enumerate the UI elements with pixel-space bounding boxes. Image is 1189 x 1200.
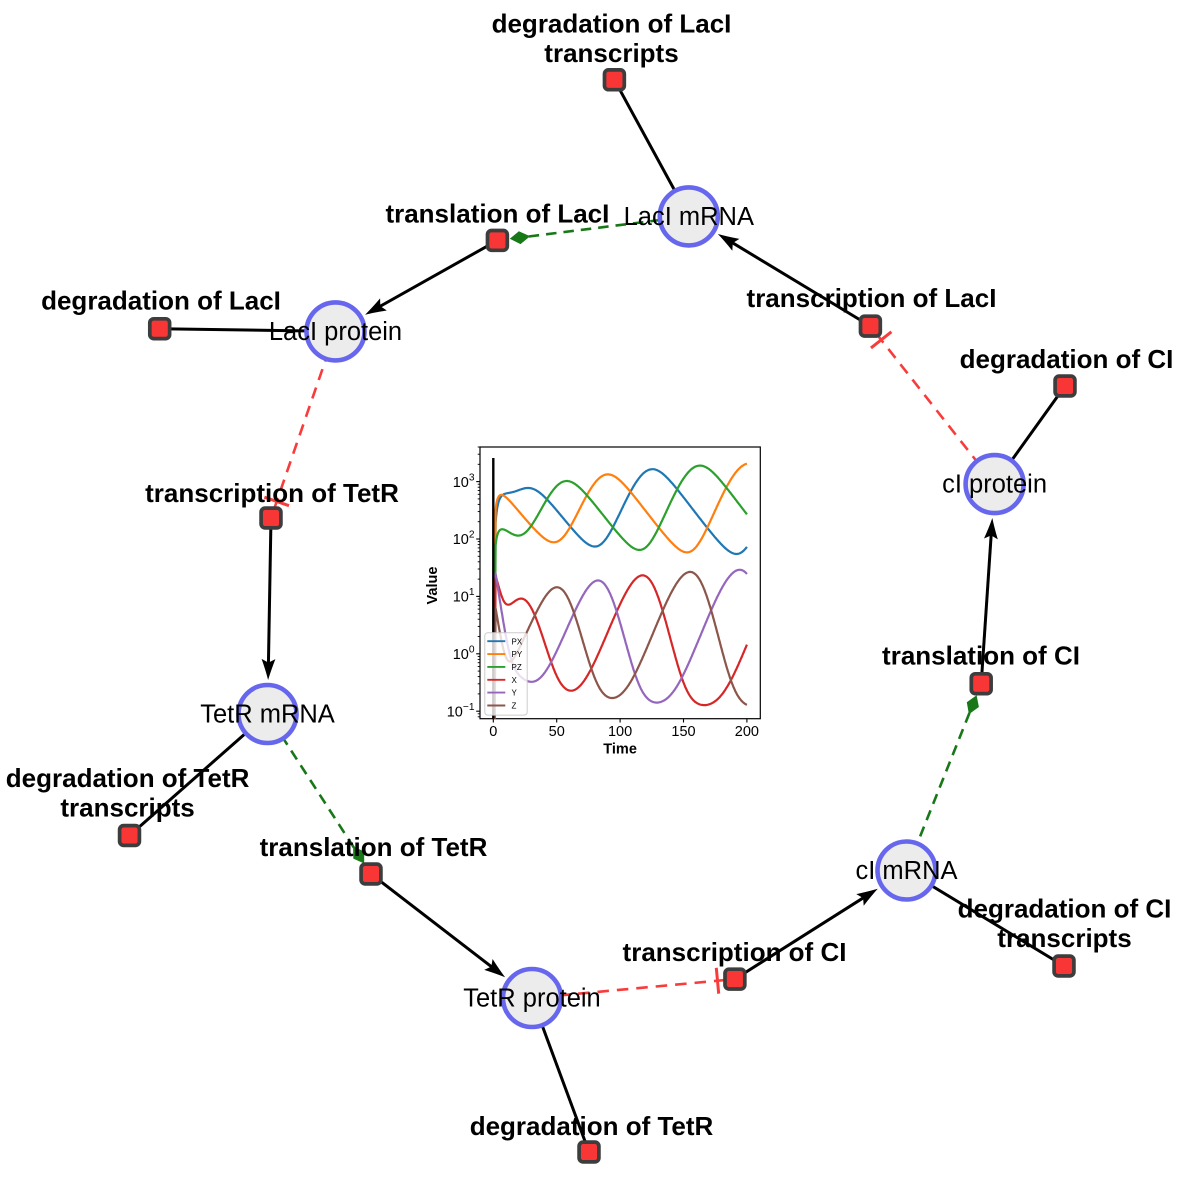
svg-text:TetR mRNA: TetR mRNA: [200, 701, 335, 729]
svg-text:cI protein: cI protein: [942, 471, 1047, 499]
svg-text:100: 100: [608, 724, 632, 740]
svg-text:PY: PY: [512, 650, 523, 659]
svg-text:Time: Time: [603, 742, 637, 758]
svg-text:translation of CI: translation of CI: [882, 641, 1080, 671]
svg-text:transcripts: transcripts: [997, 923, 1131, 953]
svg-text:Z: Z: [512, 702, 517, 711]
svg-text:200: 200: [735, 724, 759, 740]
svg-text:degradation of TetR: degradation of TetR: [6, 763, 250, 793]
svg-text:LacI mRNA: LacI mRNA: [624, 203, 754, 231]
svg-text:50: 50: [549, 724, 565, 740]
svg-text:Value: Value: [425, 567, 441, 605]
svg-text:degradation of CI: degradation of CI: [958, 893, 1172, 923]
svg-text:degradation of CI: degradation of CI: [960, 344, 1174, 374]
svg-text:PX: PX: [512, 637, 523, 646]
svg-text:LacI protein: LacI protein: [269, 318, 402, 346]
svg-text:transcription of LacI: transcription of LacI: [747, 283, 997, 313]
svg-text:cI mRNA: cI mRNA: [856, 857, 958, 885]
svg-text:150: 150: [671, 724, 695, 740]
svg-text:transcription of TetR: transcription of TetR: [145, 478, 399, 508]
svg-text:X: X: [512, 676, 518, 685]
svg-text:Y: Y: [512, 689, 518, 698]
svg-text:transcripts: transcripts: [60, 793, 194, 823]
svg-text:degradation of TetR: degradation of TetR: [470, 1111, 714, 1141]
svg-text:degradation of LacI: degradation of LacI: [41, 286, 281, 316]
svg-text:TetR protein: TetR protein: [463, 985, 601, 1013]
svg-text:transcripts: transcripts: [544, 38, 678, 68]
svg-text:translation of LacI: translation of LacI: [385, 198, 609, 228]
svg-text:degradation of LacI: degradation of LacI: [492, 9, 732, 39]
svg-text:translation of TetR: translation of TetR: [260, 832, 488, 862]
svg-text:transcription of CI: transcription of CI: [623, 937, 847, 967]
svg-text:PZ: PZ: [512, 663, 522, 672]
svg-text:0: 0: [489, 724, 497, 740]
